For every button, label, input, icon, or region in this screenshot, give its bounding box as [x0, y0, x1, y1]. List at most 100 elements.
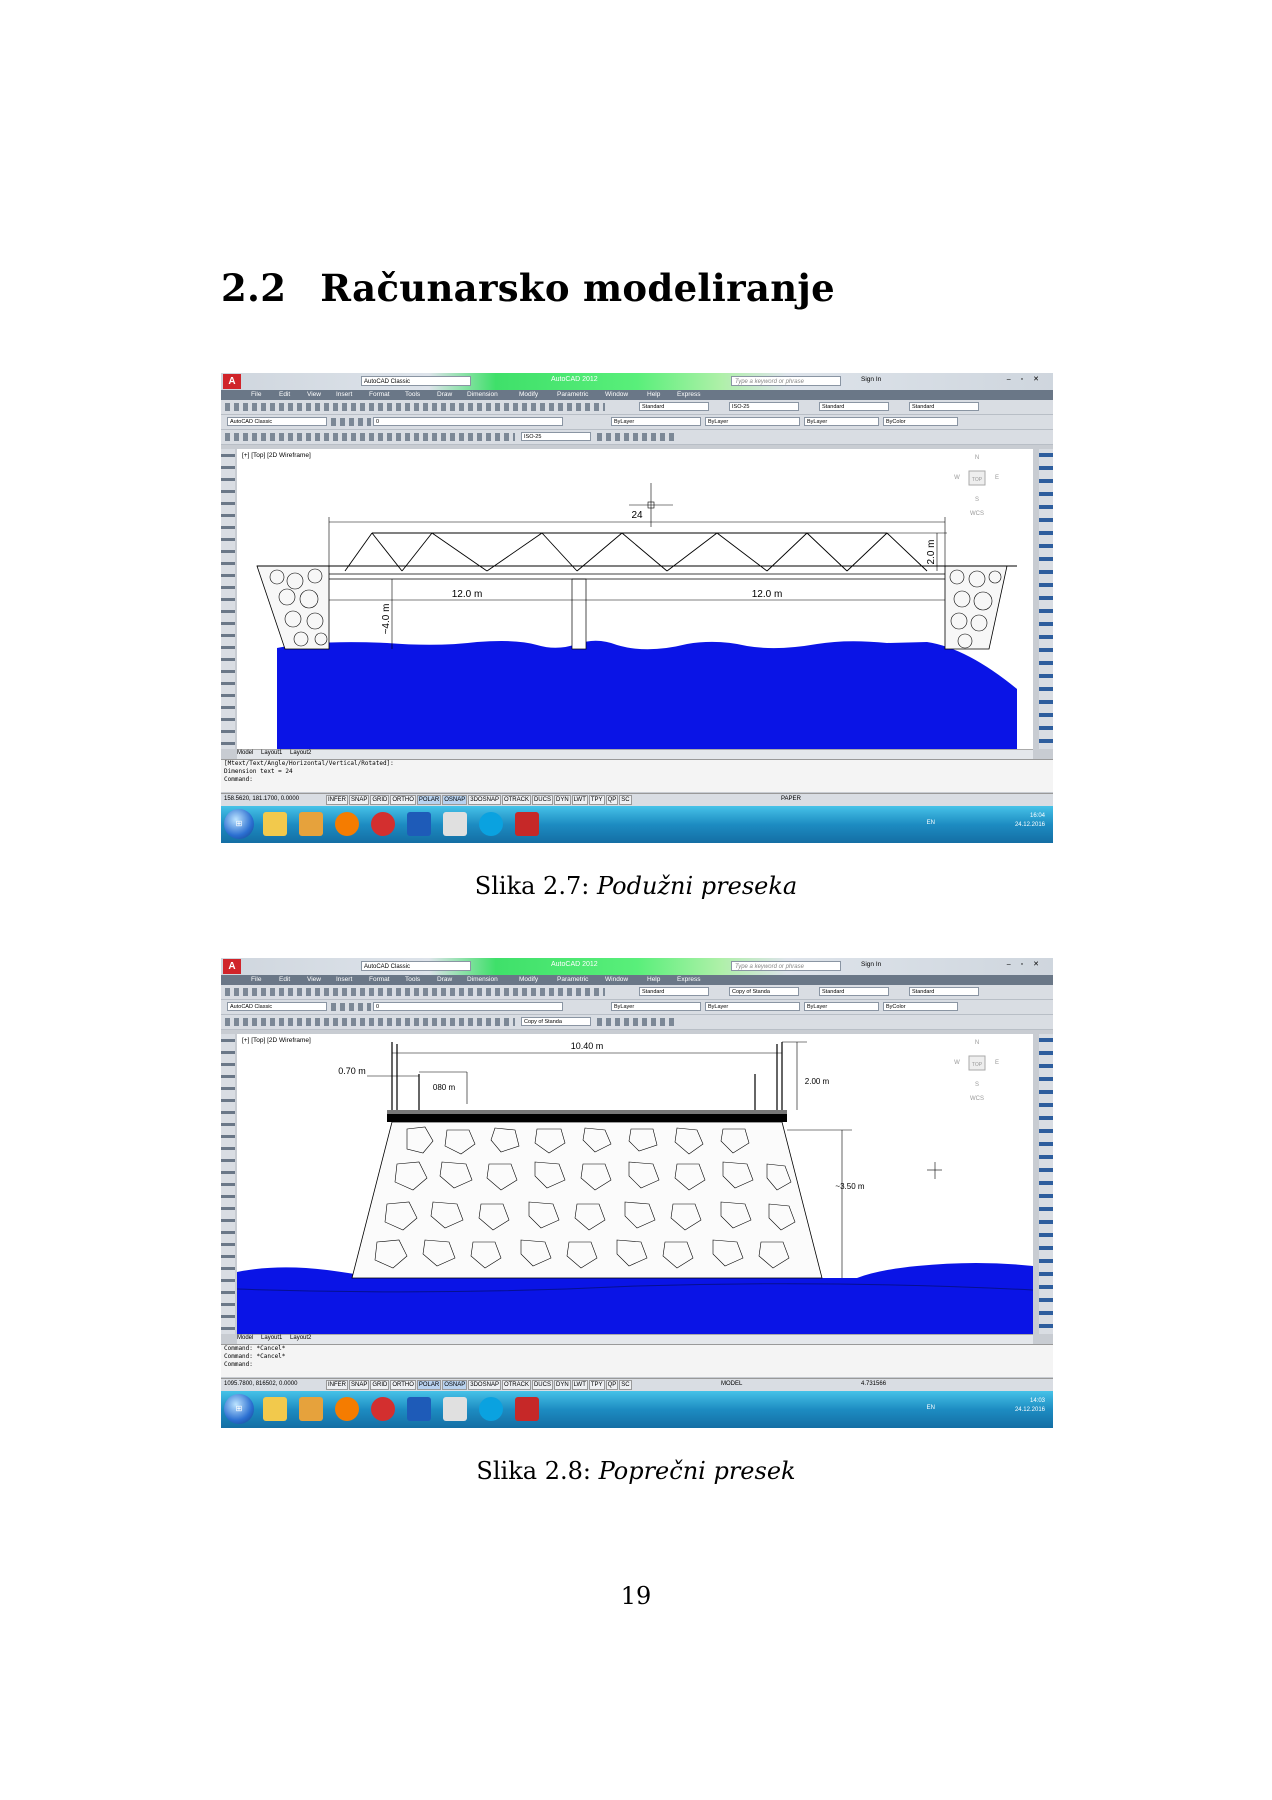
mode-snap[interactable]: SNAP — [349, 795, 370, 805]
mode-osnap[interactable]: OSNAP — [442, 1380, 468, 1390]
menu-view[interactable]: View — [307, 976, 321, 983]
menu-view[interactable]: View — [307, 391, 321, 398]
menu-window[interactable]: Window — [605, 391, 629, 398]
app-icon[interactable] — [335, 812, 359, 836]
language-indicator[interactable]: EN — [926, 820, 935, 826]
clock-time[interactable]: 14:03 — [1029, 1398, 1045, 1404]
document-icon[interactable] — [443, 1397, 467, 1421]
tab-model[interactable]: Model — [237, 1335, 254, 1341]
dimension-tool-icons[interactable] — [225, 433, 515, 441]
menu-window[interactable]: Window — [605, 976, 629, 983]
mode-qp[interactable]: QP — [605, 795, 619, 805]
dimension-tool-icons[interactable] — [225, 1018, 515, 1026]
window-controls[interactable]: –▫✕ — [1006, 961, 1049, 968]
viewcube[interactable]: N W E TOP S WCS — [954, 1040, 999, 1102]
lineweight-select[interactable]: ByLayer — [804, 1002, 879, 1011]
mode-infer[interactable]: INFER — [326, 1380, 348, 1390]
autocad-taskbar-icon[interactable] — [515, 812, 539, 836]
table-style-select[interactable]: Standard — [819, 402, 889, 411]
mode-tpy[interactable]: TPY — [588, 1380, 605, 1390]
menu-format[interactable]: Format — [369, 976, 390, 983]
autocad-taskbar-icon[interactable] — [515, 1397, 539, 1421]
linetype-select[interactable]: ByLayer — [705, 1002, 800, 1011]
autocad-logo-icon[interactable]: A — [223, 374, 241, 389]
dim-style-select-2[interactable]: ISO-25 — [521, 432, 591, 441]
workspace-select-2[interactable]: AutoCAD Classic — [227, 1002, 327, 1011]
language-indicator[interactable]: EN — [926, 1405, 935, 1411]
drawing-area[interactable]: 10.40 m 0.70 m 080 m 2.00 m ~3.50 m N W … — [237, 1034, 1033, 1334]
mode-otrack[interactable]: OTRACK — [501, 795, 531, 805]
tab-layout1[interactable]: Layout1 — [261, 1335, 283, 1341]
menu-edit[interactable]: Edit — [279, 976, 291, 983]
mode-3dosnap[interactable]: 3DOSNAP — [468, 1380, 501, 1390]
menu-file[interactable]: File — [251, 976, 262, 983]
window-controls[interactable]: –▫✕ — [1006, 376, 1049, 383]
menu-help[interactable]: Help — [647, 976, 661, 983]
viewport-label[interactable]: [+] [Top] [2D Wireframe] — [242, 1037, 311, 1044]
menu-file[interactable]: File — [251, 391, 262, 398]
mode-dyn[interactable]: DYN — [553, 795, 571, 805]
mode-infer[interactable]: INFER — [326, 795, 348, 805]
menu-draw[interactable]: Draw — [437, 976, 453, 983]
clock-date[interactable]: 24.12.2016 — [1014, 822, 1045, 828]
layer-tool-icons[interactable] — [331, 1003, 371, 1011]
workspace-select[interactable]: AutoCAD Classic — [361, 961, 471, 971]
text-style-select[interactable]: Standard — [639, 402, 709, 411]
menu-modify[interactable]: Modify — [519, 391, 539, 398]
workspace-select[interactable]: AutoCAD Classic — [361, 376, 471, 386]
sign-in-link[interactable]: Sign In — [861, 376, 882, 383]
table-style-select[interactable]: Standard — [819, 987, 889, 996]
mode-lwt[interactable]: LWT — [571, 795, 588, 805]
clock-date[interactable]: 24.12.2016 — [1014, 1407, 1045, 1413]
draw-order-icons[interactable] — [597, 433, 677, 441]
dim-style-select[interactable]: ISO-25 — [729, 402, 799, 411]
workspace-select-2[interactable]: AutoCAD Classic — [227, 417, 327, 426]
menu-insert[interactable]: Insert — [336, 976, 353, 983]
draw-order-icons[interactable] — [597, 1018, 677, 1026]
menu-parametric[interactable]: Parametric — [557, 976, 589, 983]
draw-toolbar[interactable] — [221, 449, 235, 749]
menu-modify[interactable]: Modify — [519, 976, 539, 983]
menu-tools[interactable]: Tools — [405, 391, 421, 398]
word-icon[interactable] — [407, 1397, 431, 1421]
modify-toolbar[interactable] — [1039, 449, 1053, 749]
mode-sc[interactable]: SC — [619, 1380, 632, 1390]
mode-qp[interactable]: QP — [605, 1380, 619, 1390]
space-toggle[interactable]: MODEL — [721, 1381, 743, 1387]
mode-dyn[interactable]: DYN — [553, 1380, 571, 1390]
mode-ducs[interactable]: DUCS — [531, 1380, 553, 1390]
menu-tools[interactable]: Tools — [405, 976, 421, 983]
mode-lwt[interactable]: LWT — [571, 1380, 588, 1390]
start-button-icon[interactable]: ⊞ — [224, 1394, 254, 1424]
linetype-select[interactable]: ByLayer — [705, 417, 800, 426]
mode-osnap[interactable]: OSNAP — [442, 795, 468, 805]
opera-icon[interactable] — [371, 812, 395, 836]
skype-icon[interactable] — [479, 1397, 503, 1421]
layer-select[interactable]: 0 — [373, 1002, 563, 1011]
standard-tool-icons[interactable] — [225, 988, 605, 996]
mode-ortho[interactable]: ORTHO — [390, 795, 416, 805]
dim-style-select-2[interactable]: Copy of Standa — [521, 1017, 591, 1026]
command-prompt[interactable]: Command: — [224, 1361, 253, 1368]
mode-snap[interactable]: SNAP — [349, 1380, 370, 1390]
start-button-icon[interactable]: ⊞ — [224, 809, 254, 839]
media-player-icon[interactable] — [299, 1397, 323, 1421]
dim-style-select[interactable]: Copy of Standa — [729, 987, 799, 996]
standard-tool-icons[interactable] — [225, 403, 605, 411]
word-icon[interactable] — [407, 812, 431, 836]
command-line[interactable]: Command: *Cancel* Command: *Cancel* Comm… — [221, 1344, 1053, 1377]
tab-layout2[interactable]: Layout2 — [290, 750, 312, 756]
mode-ducs[interactable]: DUCS — [531, 795, 553, 805]
menu-insert[interactable]: Insert — [336, 391, 353, 398]
draw-toolbar[interactable] — [221, 1034, 235, 1334]
lineweight-select[interactable]: ByLayer — [804, 417, 879, 426]
document-icon[interactable] — [443, 812, 467, 836]
command-line[interactable]: [Mtext/Text/Angle/Horizontal/Vertical/Ro… — [221, 759, 1053, 792]
mode-otrack[interactable]: OTRACK — [501, 1380, 531, 1390]
tab-layout1[interactable]: Layout1 — [261, 750, 283, 756]
menu-format[interactable]: Format — [369, 391, 390, 398]
menu-help[interactable]: Help — [647, 391, 661, 398]
plotstyle-select[interactable]: ByColor — [883, 417, 958, 426]
app-icon[interactable] — [335, 1397, 359, 1421]
mode-3dosnap[interactable]: 3DOSNAP — [468, 795, 501, 805]
